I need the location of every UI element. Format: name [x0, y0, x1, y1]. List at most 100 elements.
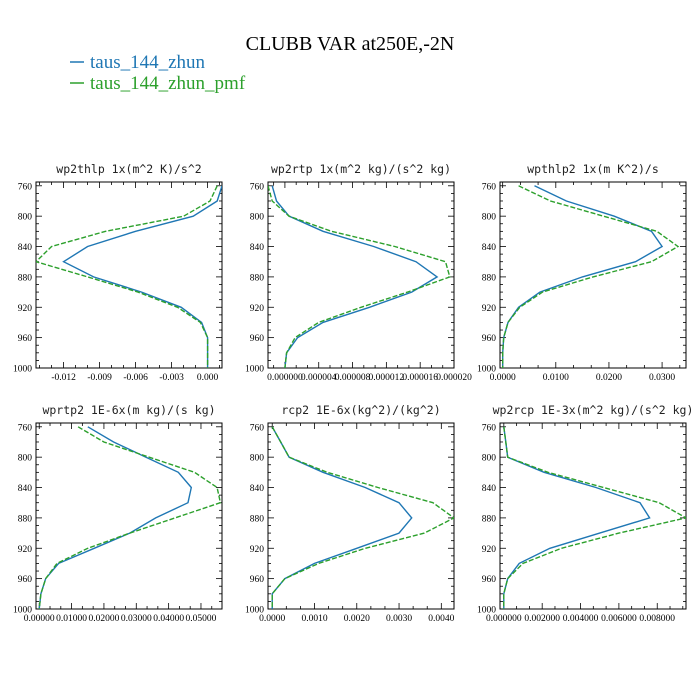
- x-tick-label: 0.0200: [596, 373, 622, 383]
- y-tick-label: 840: [482, 484, 497, 494]
- chart-panel-5: rcp2 1E-6x(kg^2)/(kg^2) 760 800 840 880 920 96…: [245, 403, 455, 624]
- y-tick-label: 800: [250, 454, 265, 464]
- series-line-2: [271, 426, 454, 609]
- x-tick-label: 0.0010: [301, 614, 327, 624]
- series-group: [271, 426, 454, 609]
- panel-title: wprtp2 1E-6x(m kg)/(s kg): [42, 403, 215, 417]
- panel-title: rcp2 1E-6x(kg^2)/(kg^2): [281, 403, 440, 417]
- x-tick-label: 0.03000: [121, 614, 152, 624]
- plot-frame: [35, 181, 223, 369]
- x-tick-label: 0.000000: [267, 373, 303, 383]
- plot-frame: [35, 422, 223, 610]
- y-tick-label: 920: [250, 304, 265, 314]
- y-tick-label: 800: [482, 454, 497, 464]
- series-group: [268, 185, 451, 368]
- y-tick-label: 960: [18, 575, 33, 585]
- series-line-1: [502, 185, 664, 368]
- plot-frame: [267, 181, 455, 369]
- x-tick-label: 0.0030: [386, 614, 412, 624]
- y-tick-label: 1000: [477, 606, 496, 616]
- chart-panel-1: wp2thlp 1x(m^2 K)/s^2 760 800 840 880 920 960 1…: [13, 162, 223, 383]
- y-tick-label: 1000: [477, 365, 496, 375]
- y-tick-label: 800: [250, 213, 265, 223]
- x-tick-label: 0.0000: [259, 614, 285, 624]
- x-tick-label: -0.006: [123, 373, 148, 383]
- x-tick-label: 0.000012: [369, 373, 405, 383]
- plot-frame: [499, 181, 687, 369]
- x-tick-label: 0.004000: [563, 614, 599, 624]
- y-tick-label: 1000: [13, 606, 32, 616]
- y-tick-label: 960: [250, 575, 265, 585]
- plot-frame: [267, 422, 455, 610]
- y-tick-label: 920: [482, 304, 497, 314]
- panel-title: wp2thlp 1x(m^2 K)/s^2: [56, 162, 201, 176]
- x-tick-label: 0.0300: [649, 373, 675, 383]
- series-line-1: [62, 185, 222, 368]
- x-tick-label: 0.02000: [88, 614, 119, 624]
- y-tick-label: 760: [18, 423, 33, 433]
- y-tick-label: 760: [250, 182, 265, 192]
- x-tick-label: 0.000020: [436, 373, 472, 383]
- x-tick-label: 0.000000: [486, 614, 522, 624]
- y-tick-label: 800: [482, 213, 497, 223]
- y-tick-label: 880: [482, 514, 497, 524]
- y-tick-label: 1000: [245, 606, 264, 616]
- chart-panel-4: wprtp2 1E-6x(m kg)/(s kg) 760 800 840 880 920…: [13, 403, 223, 624]
- series-line-2: [38, 426, 222, 609]
- y-tick-label: 880: [18, 514, 33, 524]
- y-tick-label: 960: [482, 334, 497, 344]
- legend-label-1: taus_144_zhun: [90, 52, 206, 73]
- x-tick-label: 0.0100: [543, 373, 569, 383]
- x-tick-label: 0.0000: [490, 373, 516, 383]
- y-tick-label: 840: [250, 484, 265, 494]
- figure-title: CLUBB VAR at250E,-2N: [246, 33, 455, 55]
- y-tick-label: 760: [250, 423, 265, 433]
- y-tick-label: 880: [18, 273, 33, 283]
- x-tick-label: 0.05000: [186, 614, 217, 624]
- x-tick-label: 0.0040: [428, 614, 454, 624]
- y-tick-label: 800: [18, 454, 33, 464]
- legend-label-2: taus_144_zhun_pmf: [90, 73, 246, 94]
- x-tick-label: -0.009: [87, 373, 112, 383]
- x-tick-label: -0.012: [51, 373, 76, 383]
- y-tick-label: 760: [18, 182, 33, 192]
- series-group: [503, 426, 686, 609]
- y-tick-label: 840: [18, 243, 33, 253]
- y-tick-label: 920: [18, 304, 33, 314]
- x-tick-label: 0.008000: [639, 614, 675, 624]
- chart-panel-2: wp2rtp 1x(m^2 kg)/(s^2 kg) 760 800 840 880 92…: [245, 162, 472, 383]
- chart-panel-6: wp2rcp 1E-3x(m^2 kg)/(s^2 kg) 760 800 840 88…: [477, 403, 693, 624]
- y-tick-label: 960: [482, 575, 497, 585]
- panel-title: wp2rtp 1x(m^2 kg)/(s^2 kg): [271, 162, 451, 176]
- x-tick-label: 0.002000: [524, 614, 560, 624]
- y-tick-label: 960: [18, 334, 33, 344]
- series-line-2: [268, 185, 451, 368]
- y-tick-label: 920: [18, 545, 33, 555]
- x-tick-label: -0.003: [159, 373, 184, 383]
- x-tick-label: 0.04000: [153, 614, 184, 624]
- series-group: [502, 185, 680, 368]
- panel-title: wp2rcp 1E-3x(m^2 kg)/(s^2 kg): [493, 403, 694, 417]
- y-tick-label: 880: [250, 273, 265, 283]
- x-tick-label: 0.01000: [56, 614, 87, 624]
- y-tick-label: 840: [250, 243, 265, 253]
- y-tick-label: 760: [482, 423, 497, 433]
- y-tick-label: 840: [482, 243, 497, 253]
- series-group: [38, 426, 222, 609]
- x-tick-label: 0.000016: [402, 373, 438, 383]
- series-line-2: [502, 185, 680, 368]
- x-tick-label: 0.0020: [344, 614, 370, 624]
- x-tick-label: 0.000: [197, 373, 219, 383]
- y-tick-label: 920: [250, 545, 265, 555]
- chart-panel-3: wpthlp2 1x(m K^2)/s 760 800 840 880 920 960 100…: [477, 162, 687, 383]
- x-tick-label: 0.000008: [335, 373, 371, 383]
- y-tick-label: 840: [18, 484, 33, 494]
- y-tick-label: 960: [250, 334, 265, 344]
- series-group: [36, 185, 222, 368]
- y-tick-label: 760: [482, 182, 497, 192]
- series-line-2: [503, 426, 686, 609]
- y-tick-label: 1000: [13, 365, 32, 375]
- x-tick-label: 0.000004: [301, 373, 337, 383]
